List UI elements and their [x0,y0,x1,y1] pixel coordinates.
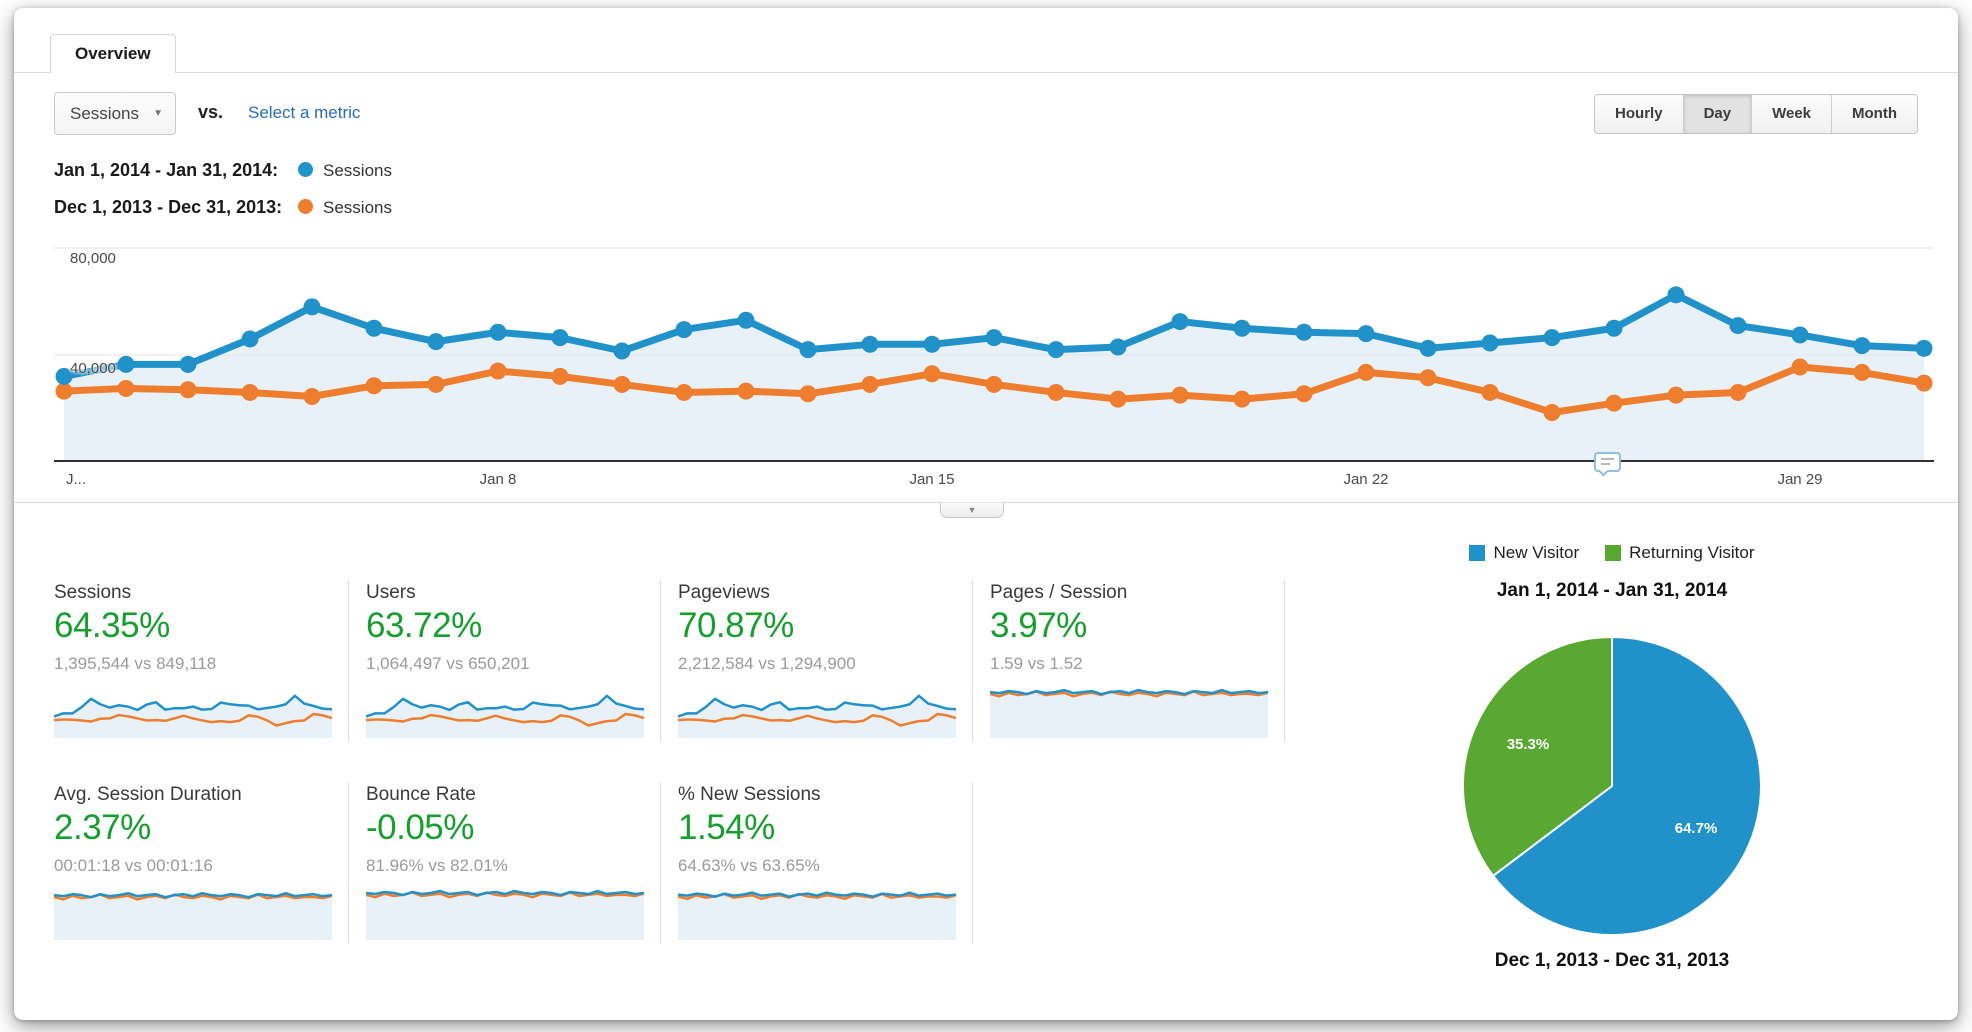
pie-legend-label: New Visitor [1493,543,1580,562]
sessions-timeline-chart: J... Jan 8 Jan 15 Jan 22 Jan 29 [54,247,1934,488]
metric-selector-dropdown[interactable]: Sessions ▼ [54,92,176,135]
card-change-pct: 64.35% [54,606,170,645]
granularity-button-group: Hourly Day Week Month [1594,94,1918,134]
sparkline [678,891,956,940]
card-pages-per-session: Pages / Session 3.97% 1.59 vs 1.52 [990,582,1274,742]
card-title: % New Sessions [678,784,821,805]
card-divider [972,782,973,944]
series-dot-orange-icon [298,199,313,214]
pie-legend: New Visitor Returning Visitor [1412,543,1812,563]
card-comparison: 64.63% vs 63.65% [678,856,820,875]
chevron-down-icon: ▼ [153,108,163,119]
card-title: Sessions [54,582,132,603]
metric-selector-value: Sessions [70,104,139,123]
card-change-pct: 3.97% [990,606,1087,645]
legend-metric-label: Sessions [323,161,392,180]
tab-divider-line [14,72,1958,73]
visitor-type-pie-chart: 64.7% 35.3% [1462,636,1762,936]
card-avg-session-duration: Avg. Session Duration 2.37% 00:01:18 vs … [54,784,338,944]
legend-date-range: Jan 1, 2014 - Jan 31, 2014: [54,160,279,180]
analytics-overview-panel: Overview Sessions ▼ vs. Select a metric … [14,8,1958,1020]
card-comparison: 00:01:18 vs 00:01:16 [54,856,213,875]
svg-text:64.7%: 64.7% [1675,820,1718,837]
select-a-metric-link[interactable]: Select a metric [248,103,361,122]
y-axis-tick-40000: 40,000 [70,360,116,377]
card-percent-new-sessions: % New Sessions 1.54% 64.63% vs 63.65% [678,784,962,944]
sparkline [54,891,332,940]
card-comparison: 2,212,584 vs 1,294,900 [678,654,856,673]
pie-legend-label: Returning Visitor [1629,543,1755,562]
legend-row-current: Jan 1, 2014 - Jan 31, 2014: Sessions [54,160,392,186]
card-change-pct: 63.72% [366,606,482,645]
legend-square-green-icon [1605,545,1622,561]
card-divider [348,580,349,742]
hourly-button[interactable]: Hourly [1615,105,1663,122]
card-title: Pages / Session [990,582,1128,603]
card-comparison: 1,064,497 vs 650,201 [366,654,530,673]
svg-text:35.3%: 35.3% [1507,736,1550,753]
card-title: Avg. Session Duration [54,784,242,805]
vs-label: vs. [198,102,224,122]
card-divider [972,580,973,742]
legend-square-blue-icon [1469,545,1486,561]
annotation-bubble-icon[interactable] [1594,452,1621,477]
card-divider [348,782,349,944]
card-title: Users [366,582,416,603]
legend-row-previous: Dec 1, 2013 - Dec 31, 2013: Sessions [54,197,392,223]
sparkline [54,694,332,738]
card-title: Pageviews [678,582,770,603]
card-sessions: Sessions 64.35% 1,395,544 vs 849,118 [54,582,338,742]
card-comparison: 1,395,544 vs 849,118 [54,654,217,673]
sparkline [366,694,644,738]
series-dot-blue-icon [298,162,313,177]
svg-text:Jan 22: Jan 22 [1343,471,1388,488]
line-chart-canvas: J... Jan 8 Jan 15 Jan 22 Jan 29 [54,247,1934,488]
card-pageviews: Pageviews 70.87% 2,212,584 vs 1,294,900 [678,582,962,742]
month-button[interactable]: Month [1831,95,1917,133]
pie-footer-previous-range: Dec 1, 2013 - Dec 31, 2013 [1494,950,1730,971]
card-users: Users 63.72% 1,064,497 vs 650,201 [366,582,650,742]
card-comparison: 81.96% vs 82.01% [366,856,508,875]
legend-date-range: Dec 1, 2013 - Dec 31, 2013: [54,197,283,217]
card-change-pct: 1.54% [678,808,775,847]
pie-legend-new-visitor: New Visitor [1469,543,1579,563]
sparkline [990,688,1268,738]
sparkline [678,694,956,738]
y-axis-tick-80000: 80,000 [70,250,116,267]
card-change-pct: 70.87% [678,606,794,645]
svg-text:Jan 15: Jan 15 [909,471,954,488]
card-comparison: 1.59 vs 1.52 [990,654,1083,673]
card-change-pct: -0.05% [366,808,474,847]
week-button[interactable]: Week [1751,95,1831,133]
sparkline [366,889,644,940]
card-divider [660,782,661,944]
legend-metric-label: Sessions [323,198,392,217]
day-button[interactable]: Day [1682,95,1752,133]
card-bounce-rate: Bounce Rate -0.05% 81.96% vs 82.01% [366,784,650,944]
card-change-pct: 2.37% [54,808,151,847]
pie-legend-returning-visitor: Returning Visitor [1605,543,1755,563]
collapse-graph-button[interactable]: ▼ [940,502,1004,518]
svg-text:Jan 29: Jan 29 [1777,471,1822,488]
card-title: Bounce Rate [366,784,476,805]
svg-text:J...: J... [66,471,86,488]
pie-title-current-range: Jan 1, 2014 - Jan 31, 2014 [1496,580,1728,601]
card-divider [660,580,661,742]
tab-overview[interactable]: Overview [50,34,176,73]
svg-text:Jan 8: Jan 8 [480,471,517,488]
card-divider [1284,580,1285,742]
